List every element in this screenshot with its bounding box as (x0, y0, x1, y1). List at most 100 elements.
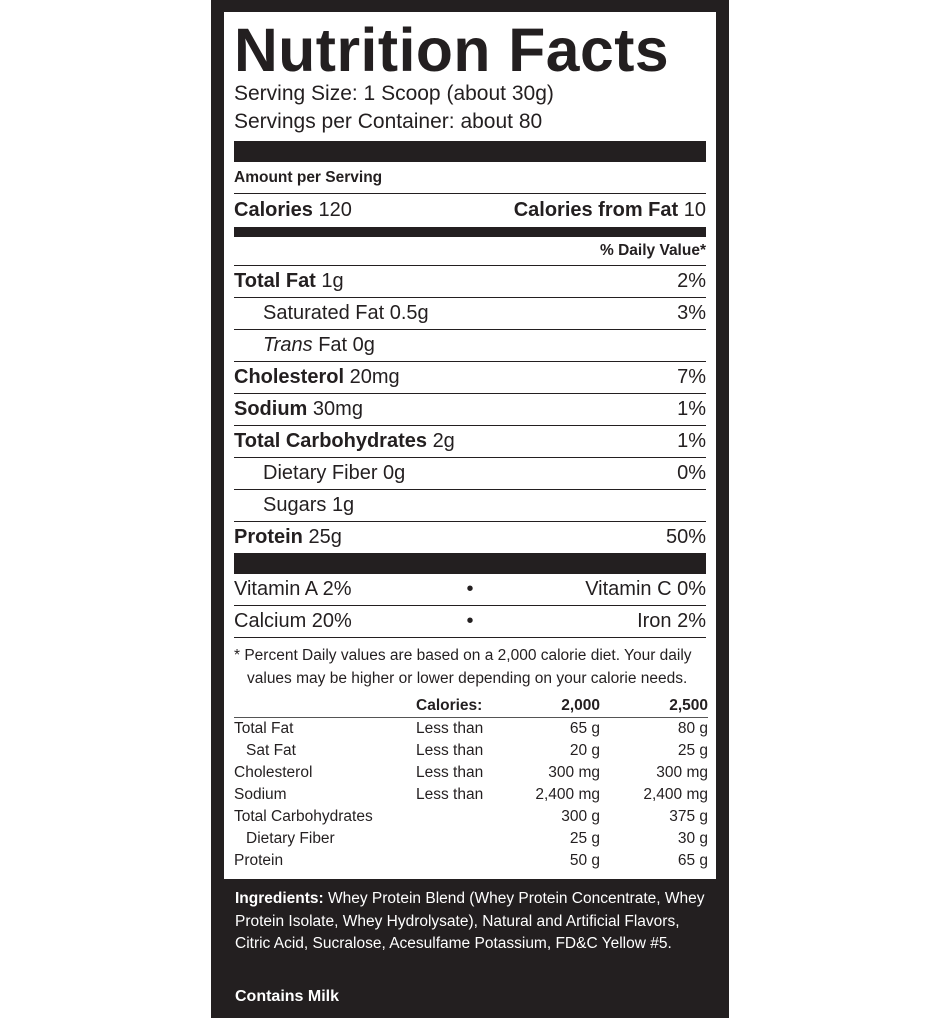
table-cell: 25 g (569, 830, 600, 847)
nutrient-daily-value: 2% (677, 270, 706, 292)
nutrient-daily-value: 1% (677, 430, 706, 452)
nutrient-name: Total Carbohydrates (234, 430, 427, 452)
table-cell: Protein (234, 852, 284, 869)
daily-value-label: % Daily Value* (600, 242, 706, 259)
table-cell: 375 g (669, 808, 708, 825)
amount-per-serving-label: Amount per Serving (234, 168, 383, 186)
calories-from-fat-value: 10 (683, 199, 706, 221)
nutrient-amount: 2g (432, 430, 455, 452)
table-cell: 2,400 mg (535, 786, 600, 803)
table-cell: 30 g (677, 830, 708, 847)
title: Nutrition Facts (234, 16, 670, 84)
header-2500: 2,500 (600, 695, 708, 718)
table-cell: Less than (416, 720, 484, 737)
table-cell: Less than (416, 786, 484, 803)
table-cell: Cholesterol (234, 764, 313, 781)
nutrient-name: Sugars (263, 494, 327, 516)
table-row: Total Carbohydrates 300 g 375 g (234, 806, 708, 828)
nutrient-row: Protein 25g 50% (234, 522, 706, 553)
nutrient-row: Cholesterol 20mg 7% (234, 362, 706, 394)
iron: Iron 2% (637, 610, 706, 632)
nutrient-row: Sodium 30mg 1% (234, 394, 706, 426)
servings-per-container: Servings per Container: about 80 (234, 110, 543, 133)
table-row: Sat Fat Less than 20 g 25 g (234, 740, 708, 762)
vitamin-c: Vitamin C 0% (585, 578, 706, 600)
header-2000: 2,000 (506, 695, 600, 718)
calories-value: 120 (318, 199, 352, 221)
table-cell: 300 mg (656, 764, 708, 781)
table-cell: Total Carbohydrates (234, 808, 373, 825)
nutrient-name: Cholesterol (234, 366, 345, 388)
table-cell (416, 806, 506, 828)
nutrient-daily-value: 50% (665, 526, 706, 548)
nutrient-name: Dietary Fiber (263, 462, 378, 484)
footnote: * Percent Daily values are based on a 2,… (234, 644, 706, 690)
table-cell: 25 g (677, 742, 708, 759)
table-cell: 65 g (569, 720, 600, 737)
footnote-line: values may be higher or lower depending … (247, 670, 688, 687)
ingredients-text: Whey Protein Blend (Whey Protein Concent… (235, 890, 705, 952)
vitamin-row: Calcium 20% • Iron 2% (234, 606, 706, 638)
nutrient-amount: 25g (308, 526, 342, 548)
ingredients: Ingredients: Whey Protein Blend (Whey Pr… (235, 888, 715, 956)
nutrient-name: Protein (234, 526, 303, 548)
nutrition-facts-panel: Nutrition Facts Serving Size: 1 Scoop (a… (224, 12, 716, 879)
nutrient-amount: 30mg (312, 398, 363, 420)
nutrient-row: Total Fat 1g 2% (234, 266, 706, 298)
serving-size: Serving Size: 1 Scoop (about 30g) (234, 82, 554, 105)
nutrient-amount: 1g (331, 494, 355, 516)
table-cell: Total Fat (234, 720, 294, 737)
table-cell: 65 g (677, 852, 708, 869)
table-row: Dietary Fiber 25 g 30 g (234, 828, 708, 850)
table-cell: 2,400 mg (643, 786, 708, 803)
thick-divider (234, 553, 706, 574)
nutrient-amount: 1g (321, 270, 344, 292)
header-calories: Calories: (416, 695, 506, 718)
nutrient-name: Saturated Fat (263, 302, 385, 324)
nutrient-label: Saturated Fat 0.5g (263, 302, 429, 325)
table-cell: Sodium (234, 786, 287, 803)
vitamin-a: Vitamin A 2% (234, 578, 352, 600)
table-row: Protein 50 g 65 g (234, 850, 708, 872)
table-cell: Less than (416, 742, 484, 759)
table-cell: 80 g (677, 720, 708, 737)
nutrient-amount: 0.5g (389, 302, 429, 324)
table-header: Calories: 2,000 2,500 (234, 695, 708, 718)
nutrient-row: Sugars 1g (234, 490, 706, 522)
table-row: Cholesterol Less than 300 mg 300 mg (234, 762, 708, 784)
nutrient-row: Dietary Fiber 0g 0% (234, 458, 706, 490)
thick-divider (234, 141, 706, 162)
nutrient-daily-value: 0% (677, 462, 706, 484)
nutrient-label: Dietary Fiber 0g (263, 462, 405, 485)
nutrient-amount: 20mg (349, 366, 400, 388)
calories-label: Calories (234, 199, 313, 221)
nutrient-daily-value: 7% (677, 366, 706, 388)
nutrient-row: Trans Fat 0g (234, 330, 706, 362)
bullet: • (466, 610, 474, 632)
ingredients-label: Ingredients: (235, 890, 324, 907)
table-cell: 50 g (569, 852, 600, 869)
nutrient-name: Sodium (234, 398, 308, 420)
nutrient-name: Trans (263, 334, 313, 356)
daily-value-table: Calories: 2,000 2,500 Total Fat Less than… (234, 695, 708, 872)
nutrient-name-suffix: Fat (312, 334, 348, 356)
table-row: Total Fat Less than 65 g 80 g (234, 718, 708, 741)
nutrient-amount: 0g (352, 334, 375, 356)
calories-row: Calories 120 Calories from Fat 10 (234, 194, 706, 227)
nutrient-label: Cholesterol 20mg (234, 366, 400, 389)
calories-from-fat-label: Calories from Fat (513, 199, 679, 221)
nutrient-label: Sugars 1g (263, 494, 354, 517)
table-cell: Less than (416, 764, 484, 781)
vitamin-row: Vitamin A 2% • Vitamin C 0% (234, 574, 706, 606)
medium-divider (234, 227, 706, 237)
table-cell: Sat Fat (246, 742, 296, 759)
nutrient-label: Trans Fat 0g (263, 334, 375, 357)
nutrient-label: Total Carbohydrates 2g (234, 430, 455, 453)
nutrient-daily-value: 3% (677, 302, 706, 324)
nutrient-row: Total Carbohydrates 2g 1% (234, 426, 706, 458)
calcium: Calcium 20% (234, 610, 352, 632)
bullet: • (466, 578, 474, 600)
allergen-statement: Contains Milk (235, 988, 340, 1005)
footnote-line: * Percent Daily values are based on a 2,… (234, 647, 692, 664)
amount-per-serving: Amount per Serving (234, 162, 706, 194)
